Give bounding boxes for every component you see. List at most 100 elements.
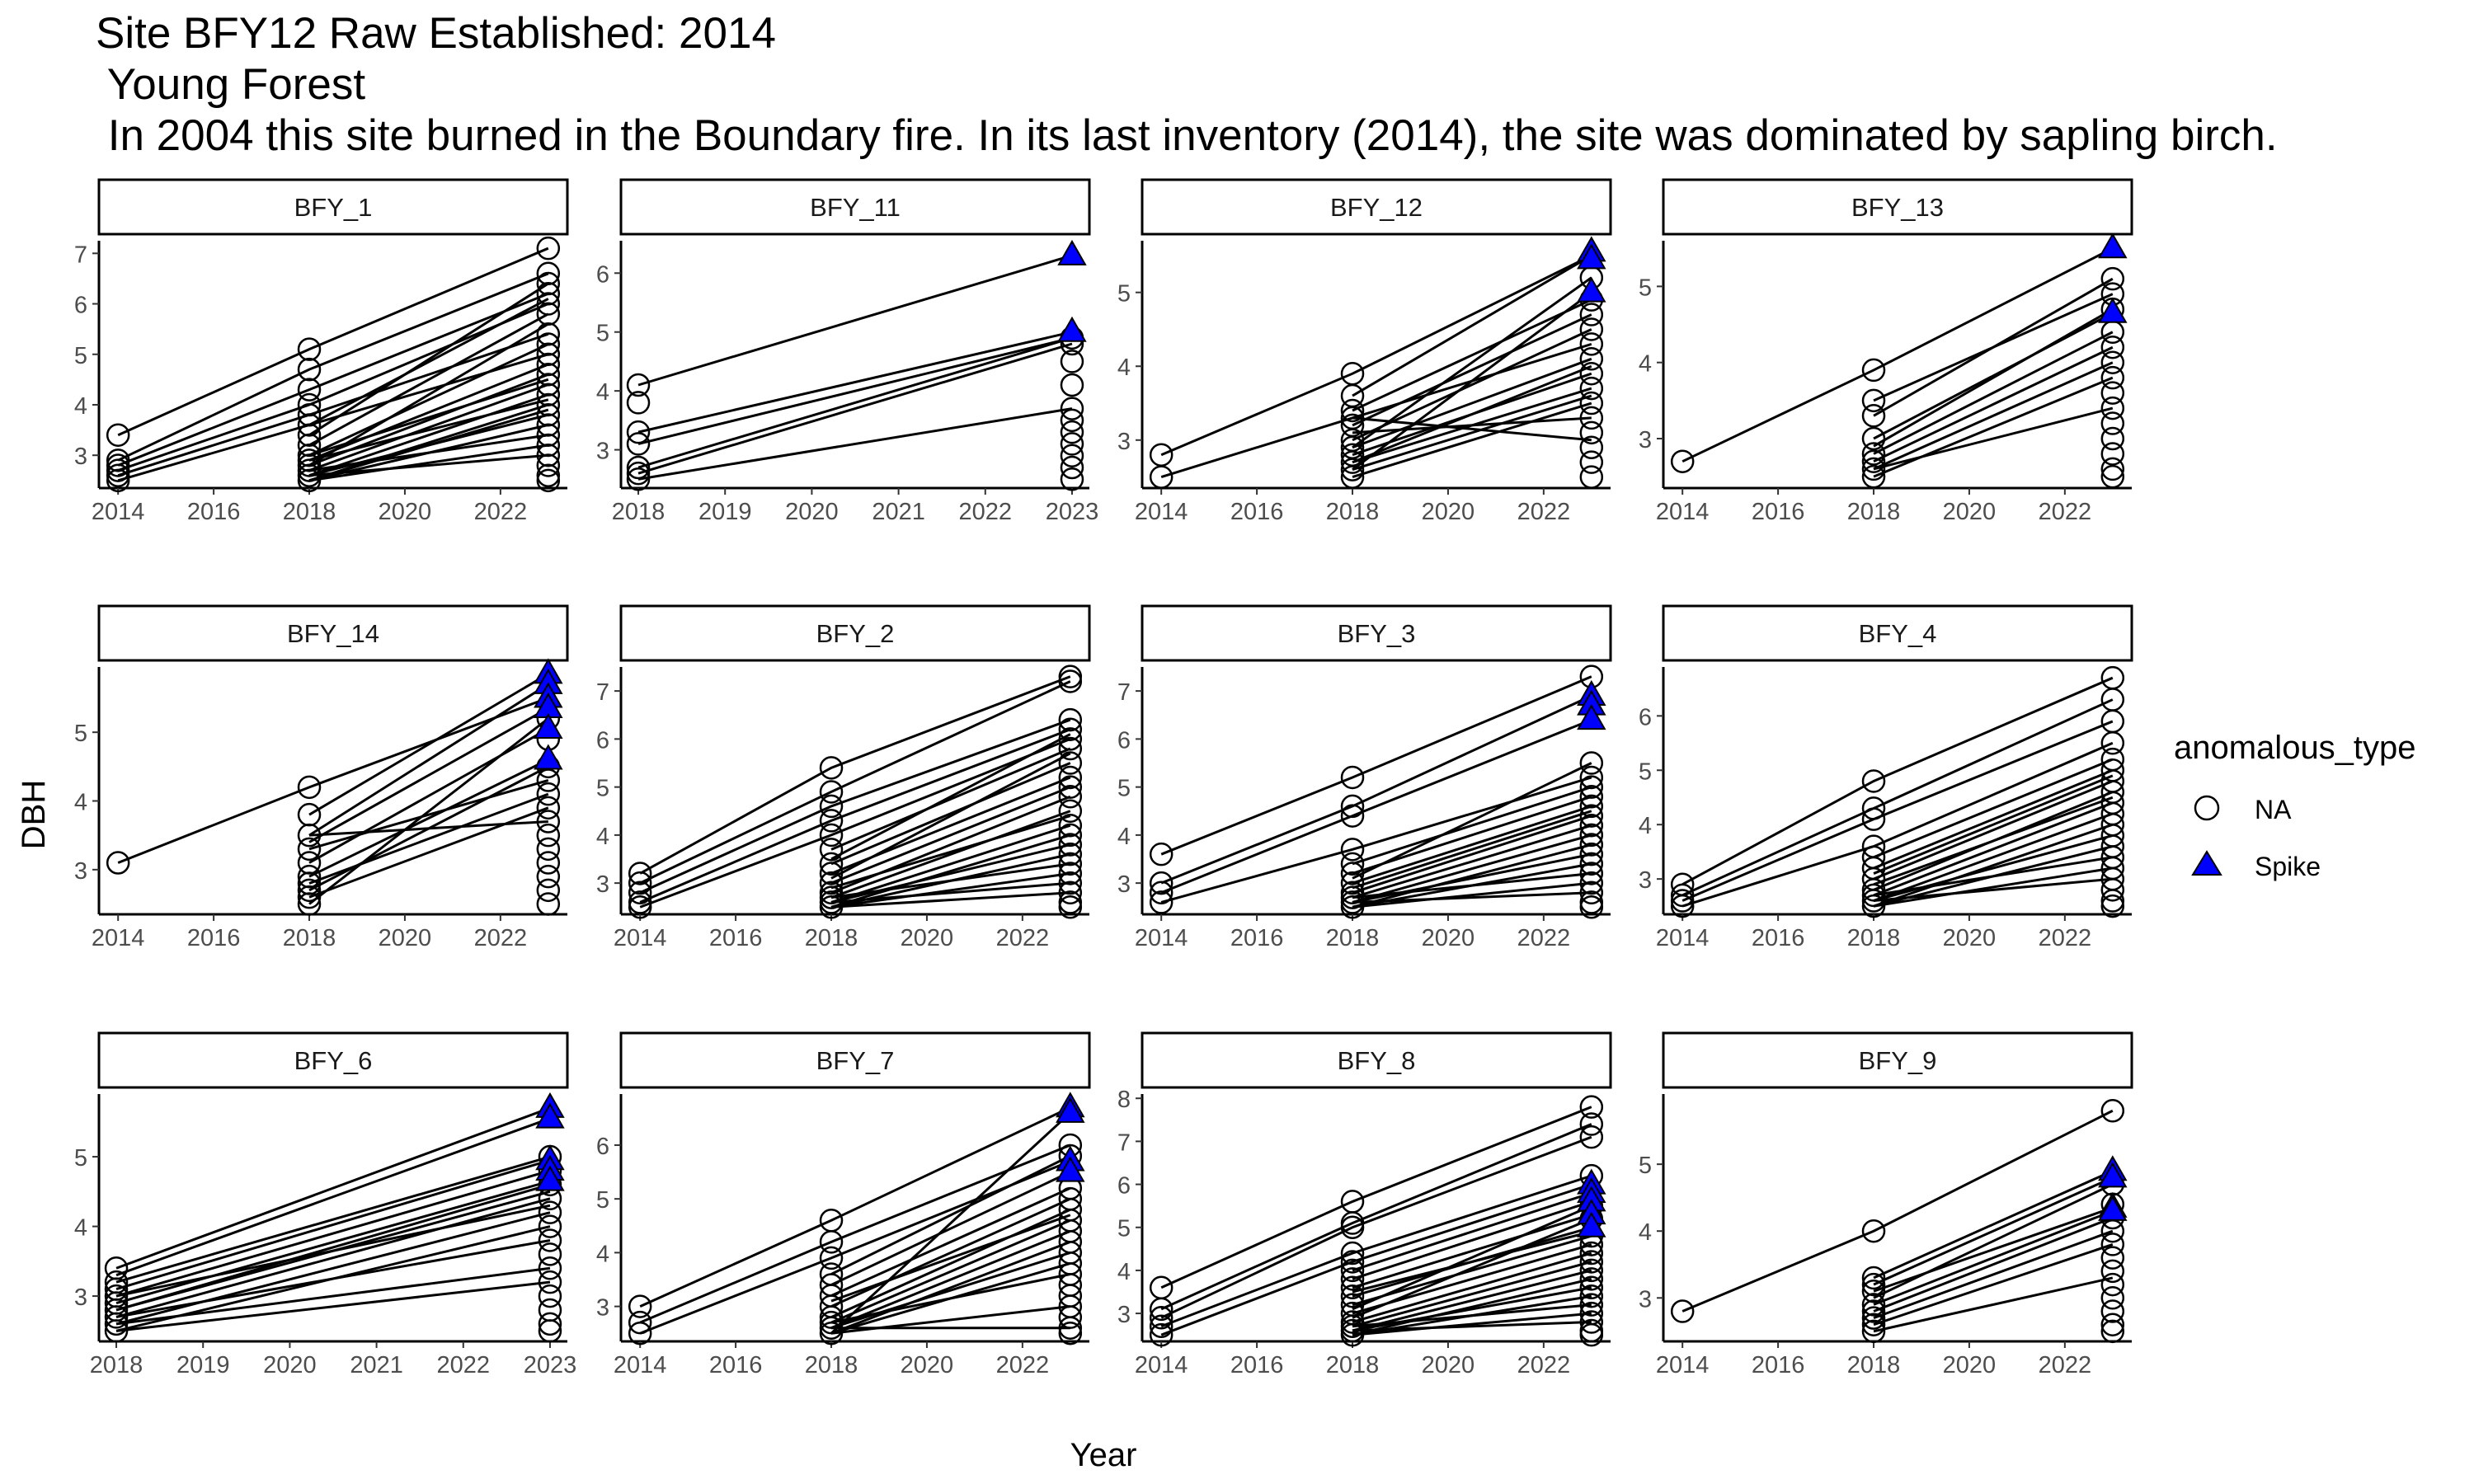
- na-point: [1058, 833, 1083, 857]
- na-point: [1861, 1313, 1886, 1336]
- na-point: [628, 1321, 652, 1345]
- na-point: [536, 373, 561, 397]
- x-tick-label: 2022: [996, 1352, 1050, 1378]
- na-point: [1340, 1250, 1365, 1274]
- na-point: [1340, 1322, 1365, 1347]
- tree-growth-line: [308, 282, 549, 436]
- na-point: [1861, 426, 1886, 451]
- chart-caption: In 2004 this site burned in the Boundary…: [96, 111, 2278, 160]
- tree-growth-line: [308, 727, 549, 864]
- tree-growth-line: [639, 680, 1071, 885]
- x-tick-label: 2022: [1517, 499, 1571, 525]
- y-tick-label: 6: [596, 261, 609, 288]
- na-point: [2100, 889, 2125, 913]
- na-point: [1579, 1322, 1604, 1347]
- series-lines: [1160, 1106, 1592, 1336]
- na-point: [1058, 736, 1083, 761]
- tree-growth-line: [1873, 308, 2114, 448]
- na-point: [819, 852, 844, 876]
- tree-growth-line: [1352, 1213, 1592, 1289]
- x-tick-label: 2018: [1326, 925, 1380, 951]
- x-tick-label: 2020: [1422, 499, 1475, 525]
- tree-growth-line: [830, 1171, 1071, 1286]
- tree-growth-line: [1352, 1303, 1592, 1328]
- tree-growth-line: [1873, 796, 2114, 886]
- na-point: [1861, 404, 1886, 428]
- na-point: [536, 851, 561, 875]
- y-tick-label: 6: [1639, 704, 1652, 730]
- na-point: [106, 458, 130, 482]
- tree-growth-line: [1873, 345, 2114, 463]
- na-point: [1579, 871, 1604, 895]
- tree-growth-line: [1160, 342, 1592, 479]
- x-tick-label: 2022: [1517, 925, 1571, 951]
- na-point: [626, 455, 651, 480]
- tree-growth-line: [308, 408, 549, 482]
- na-point: [536, 402, 561, 427]
- y-tick-label: 5: [1639, 1153, 1652, 1179]
- tree-growth-line: [1352, 891, 1592, 904]
- x-tick-label: 2016: [1752, 499, 1805, 525]
- tree-growth-line: [830, 1219, 1071, 1324]
- na-point: [536, 302, 561, 326]
- x-tick-label: 2018: [612, 499, 666, 525]
- na-point: [2100, 350, 2125, 374]
- facet-panel-BFY_11: BFY_11 3 4 5 6 2018 2019 2020 2021 2022 2023: [596, 178, 1098, 525]
- tree-growth-line: [830, 834, 1071, 909]
- facet-panel-BFY_3: BFY_3 3 4 5 6 7 2014 2016 2018 2020 2022: [1117, 604, 1612, 951]
- na-point: [1579, 450, 1604, 474]
- tree-growth-line: [1352, 1252, 1592, 1323]
- na-point: [2100, 442, 2125, 466]
- y-tick-label: 3: [74, 1284, 87, 1311]
- tree-growth-line: [830, 1229, 1071, 1330]
- facet-strip: [97, 1031, 569, 1089]
- tree-growth-line: [1873, 780, 2114, 881]
- na-point: [297, 443, 322, 467]
- na-point: [1149, 890, 1174, 914]
- na-point: [1058, 862, 1083, 885]
- tree-growth-line: [308, 717, 549, 905]
- spike-point: [2098, 1162, 2128, 1188]
- y-tick-label: 6: [74, 293, 87, 319]
- tree-growth-line: [308, 453, 548, 477]
- na-point: [104, 1319, 129, 1343]
- na-point: [626, 391, 651, 415]
- tree-growth-line: [1160, 1183, 1592, 1336]
- na-point: [1861, 449, 1886, 473]
- y-tick-label: 4: [74, 1215, 87, 1242]
- na-point: [536, 837, 561, 862]
- na-point: [1861, 1319, 1886, 1344]
- na-point: [536, 782, 561, 806]
- na-point: [819, 838, 844, 862]
- x-tick-label: 2018: [283, 499, 336, 525]
- na-point: [1149, 871, 1174, 895]
- x-tick-label: 2016: [1230, 1352, 1284, 1378]
- tree-growth-line: [308, 820, 548, 837]
- na-point: [1861, 878, 1886, 902]
- tree-growth-line: [1352, 416, 1592, 442]
- tree-growth-line: [1352, 276, 1592, 448]
- y-tick-label: 8: [1117, 1087, 1131, 1113]
- x-tick-label: 2016: [1230, 925, 1284, 951]
- tree-growth-line: [830, 1111, 1071, 1335]
- na-point: [2100, 457, 2125, 481]
- na-point: [297, 392, 322, 417]
- na-point: [1340, 1267, 1365, 1291]
- tree-growth-line: [308, 363, 549, 462]
- tree-growth-line: [117, 272, 549, 462]
- facet-strip-label: BFY_7: [816, 1046, 895, 1075]
- na-point: [1579, 406, 1604, 430]
- facet-strip: [1141, 178, 1612, 236]
- x-tick-label: 2020: [379, 499, 432, 525]
- series-lines: [117, 673, 549, 905]
- y-tick-label: 6: [1117, 727, 1131, 754]
- x-tick-label: 2014: [1656, 925, 1710, 951]
- y-axis-label: DBH: [16, 780, 52, 849]
- x-tick-label: 2018: [1847, 1352, 1901, 1378]
- x-tick-label: 2020: [1943, 499, 1997, 525]
- na-point: [536, 453, 561, 477]
- tree-growth-line: [1352, 795, 1592, 875]
- na-point: [1861, 388, 1886, 413]
- facet-strip: [1662, 604, 2133, 662]
- series-lines: [1681, 1109, 2114, 1333]
